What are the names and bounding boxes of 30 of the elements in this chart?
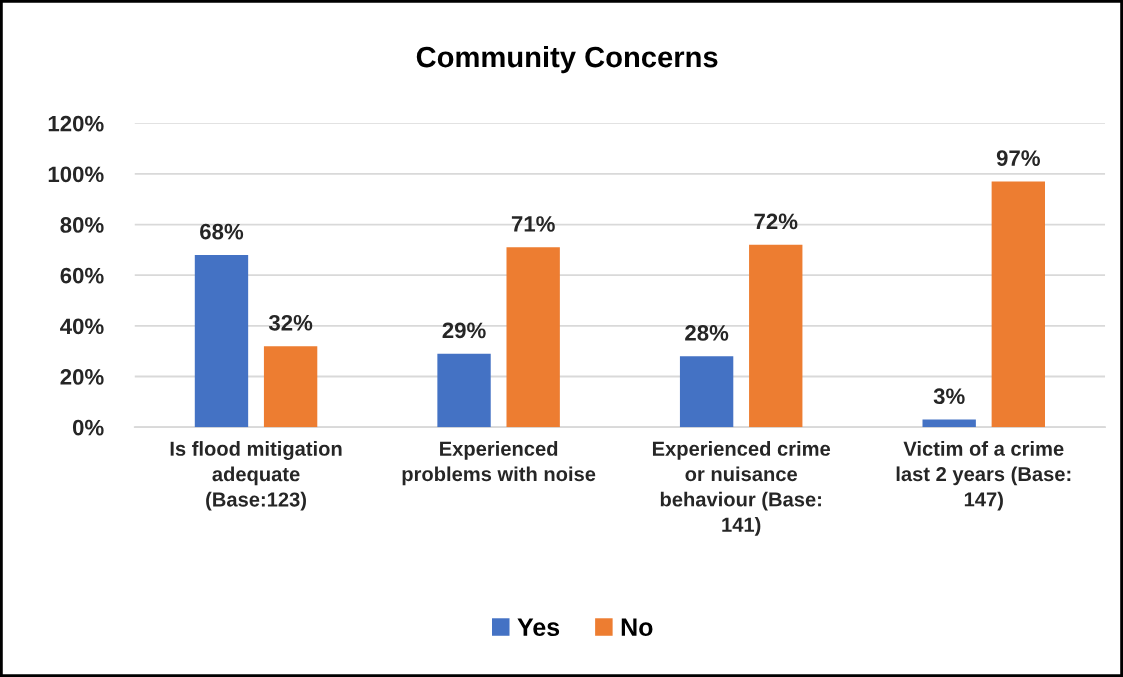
x-tick-label: Experienced problems with noise <box>402 441 596 486</box>
data-label: 71% <box>511 216 555 232</box>
bar <box>263 346 318 428</box>
bar <box>749 244 803 428</box>
bar <box>991 181 1045 428</box>
x-tick-label: Victim of a crime last 2 years (Base: 147) <box>896 441 1071 511</box>
data-label: 72% <box>754 213 798 230</box>
y-tick-label: 40% <box>60 318 104 335</box>
data-label: 29% <box>442 322 486 339</box>
data-label: 68% <box>200 223 244 240</box>
y-tick-label: 20% <box>60 369 104 385</box>
chart-title: Community Concerns <box>416 45 718 74</box>
x-tick-label: Is flood mitigation adequate (Base:123) <box>170 441 342 511</box>
bar <box>922 419 976 428</box>
y-tick-label: 120% <box>48 115 104 132</box>
data-label: 32% <box>268 314 313 331</box>
data-label: 97% <box>996 150 1040 166</box>
bar <box>506 247 560 428</box>
bar <box>194 254 249 428</box>
x-tick-label: Experienced crime or nuisance behaviour (Base: 141) <box>652 441 831 536</box>
legend-label: Yes <box>517 618 560 637</box>
legend-label: No <box>621 618 653 637</box>
data-label: 3% <box>933 388 965 405</box>
y-tick-label: 100% <box>48 166 104 183</box>
y-tick-label: 0% <box>72 419 104 436</box>
bar <box>679 356 734 428</box>
y-tick-label: 60% <box>60 267 104 284</box>
data-label: 28% <box>685 325 729 341</box>
bar <box>437 353 491 428</box>
y-tick-label: 80% <box>60 217 104 233</box>
